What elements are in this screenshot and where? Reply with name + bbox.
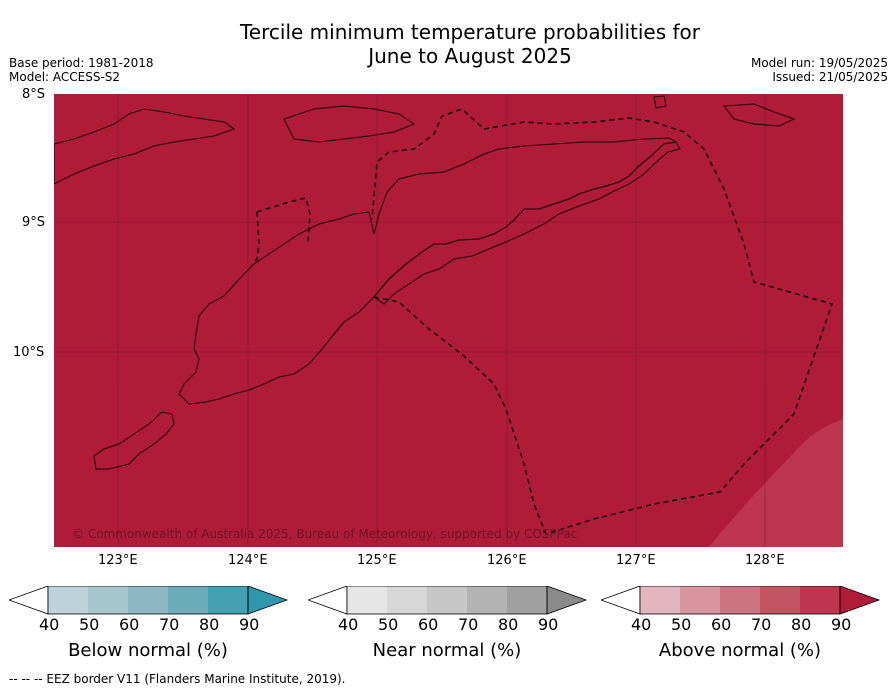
- timor-island-coast: [178, 137, 678, 405]
- model-run-text: Model run: 19/05/2025: [750, 56, 888, 70]
- above-cb-tick: 40: [631, 615, 652, 634]
- above-cb-tick: 70: [751, 615, 772, 634]
- lat-label-8s: 8°S: [22, 87, 46, 102]
- below-normal-legend-title: Below normal (%): [68, 640, 228, 661]
- below-cb-tick: 50: [79, 615, 100, 634]
- near-cb-bin-70-80: [467, 586, 507, 614]
- small-island-coast: [653, 95, 667, 109]
- alor-coast: [283, 105, 416, 143]
- meta-left: Base period: 1981-2018 Model: ACCESS-S2: [9, 56, 154, 84]
- below-cb-bin-60-70: [128, 586, 168, 614]
- near-cb-bin-40-50: [347, 586, 387, 614]
- below-cb-bin-50-60: [88, 586, 128, 614]
- below-cb-tick: 80: [199, 615, 220, 634]
- near-cb-tick: 60: [418, 615, 439, 634]
- lon-label-127e: 127°E: [616, 553, 656, 568]
- near-cb-bin-80-90: [507, 586, 547, 614]
- below-cb-bin-80-90: [208, 586, 248, 614]
- above-cb-tick: 60: [711, 615, 732, 634]
- issued-text: Issued: 21/05/2025: [772, 70, 888, 84]
- above-cb-tick: 80: [791, 615, 812, 634]
- lon-label-128e: 128°E: [745, 553, 785, 568]
- below-cb-bin-70-80: [168, 586, 208, 614]
- above-normal-80-90-region: [54, 94, 843, 547]
- lon-label-125e: 125°E: [357, 553, 397, 568]
- eez-border: [251, 108, 833, 535]
- above-cb-upper-extend: [839, 586, 881, 615]
- lat-label-9s: 9°S: [22, 215, 46, 230]
- lon-label-123e: 123°E: [98, 553, 138, 568]
- model-text: Model: ACCESS-S2: [9, 70, 121, 84]
- below-cb-tick: 40: [39, 615, 60, 634]
- near-normal-legend-title: Near normal (%): [372, 640, 522, 661]
- above-cb-bin-80-90: [800, 586, 840, 614]
- lon-label-126e: 126°E: [487, 553, 527, 568]
- near-normal-colorbar: [308, 586, 588, 615]
- lat-label-10s: 10°S: [13, 345, 45, 360]
- above-normal-colorbar: [601, 586, 881, 615]
- below-cb-upper-extend: [247, 586, 289, 615]
- near-cb-tick: 50: [378, 615, 399, 634]
- map-title: Tercile minimum temperature probabilitie…: [170, 20, 770, 68]
- near-cb-bin-50-60: [387, 586, 427, 614]
- below-normal-colorbar: [9, 586, 289, 615]
- above-cb-bin-40-50: [640, 586, 680, 614]
- title-line-1: Tercile minimum temperature probabilitie…: [239, 20, 701, 44]
- rote-island-coast: [93, 411, 175, 470]
- map-copyright: © Commonwealth of Australia 2025, Bureau…: [72, 527, 577, 541]
- above-cb-bin-60-70: [720, 586, 760, 614]
- lon-label-124e: 124°E: [228, 553, 268, 568]
- near-cb-tick: 40: [338, 615, 359, 634]
- below-cb-tick: 70: [159, 615, 180, 634]
- above-cb-tick: 50: [671, 615, 692, 634]
- title-line-2: June to August 2025: [368, 44, 572, 68]
- forecast-map: © Commonwealth of Australia 2025, Bureau…: [54, 94, 843, 547]
- flores-coast: [54, 108, 236, 185]
- above-cb-bin-50-60: [680, 586, 720, 614]
- below-cb-tick: 90: [239, 615, 260, 634]
- wetar-east-coast: [723, 103, 796, 127]
- near-cb-lower-extend: [308, 586, 348, 615]
- below-cb-lower-extend: [9, 586, 49, 615]
- below-cb-bin-40-50: [48, 586, 88, 614]
- coastlines: [54, 95, 796, 470]
- near-cb-tick: 80: [498, 615, 519, 634]
- above-cb-lower-extend: [601, 586, 641, 615]
- above-cb-bin-70-80: [760, 586, 800, 614]
- near-cb-tick: 90: [538, 615, 559, 634]
- meta-right: Model run: 19/05/2025 Issued: 21/05/2025: [751, 56, 888, 84]
- near-cb-bin-60-70: [427, 586, 467, 614]
- above-normal-legend-title: Above normal (%): [658, 640, 822, 661]
- near-cb-upper-extend: [546, 586, 588, 615]
- base-period-text: Base period: 1981-2018: [9, 56, 154, 70]
- near-cb-tick: 70: [458, 615, 479, 634]
- above-normal-70-80-region: [709, 419, 843, 547]
- below-cb-tick: 60: [119, 615, 140, 634]
- eez-footnote: -- -- -- EEZ border V11 (Flanders Marine…: [9, 672, 346, 686]
- above-cb-tick: 90: [831, 615, 852, 634]
